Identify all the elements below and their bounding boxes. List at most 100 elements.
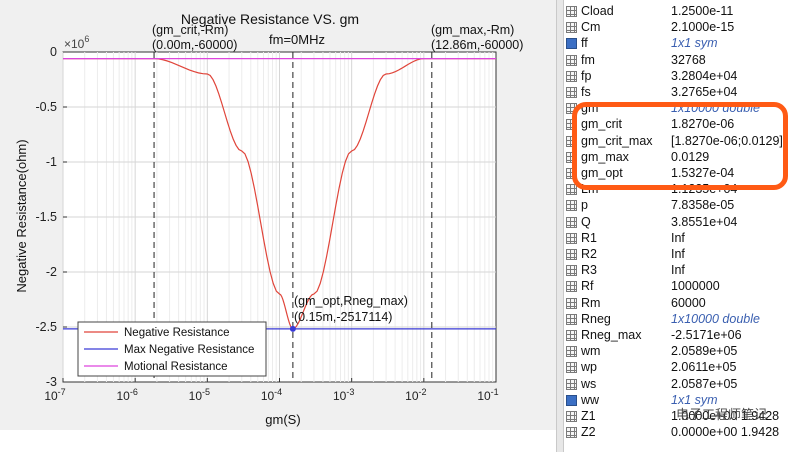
grid-icon: [566, 313, 577, 325]
y-tick-label: -1: [46, 155, 57, 169]
workspace-row-r3[interactable]: R3 Inf: [564, 263, 811, 279]
workspace-row-z1[interactable]: Z1 1.0000e+00 1.9428: [564, 409, 811, 425]
variable-value: 2.0611e+05: [671, 360, 737, 375]
variable-value: 7.8358e-05: [671, 198, 735, 213]
y-exponent-label: ×106: [64, 34, 89, 51]
x-tick-label: 10-2: [405, 387, 426, 403]
chart-title: Negative Resistance VS. gm: [181, 11, 359, 27]
annotation-gm-max-line1: (gm_max,-Rm): [431, 23, 514, 37]
variable-name: Z2: [581, 425, 596, 440]
variable-value: 2.1000e-15: [671, 20, 735, 35]
workspace-row-gm_opt[interactable]: gm_opt 1.5327e-04: [564, 166, 811, 182]
struct-icon: [566, 38, 577, 50]
variable-name: gm_opt: [581, 166, 623, 180]
grid-icon: [566, 427, 577, 439]
annotation-gm-max-line2: (12.86m,-60000): [431, 38, 523, 52]
variable-value: 2.0589e+05: [671, 344, 738, 359]
grid-icon: [566, 330, 577, 341]
variable-name: Q: [581, 214, 591, 229]
y-tick-label: -2.5: [35, 320, 57, 334]
workspace-row-wm[interactable]: wm 2.0589e+05: [564, 344, 811, 360]
variable-name: Cm: [581, 20, 601, 35]
variable-value: [1.8270e-06;0.0129]: [671, 133, 783, 148]
workspace-row-ww[interactable]: ww 1x1 sym: [564, 393, 811, 409]
variable-name: Rneg: [581, 311, 611, 326]
variable-name: p: [581, 198, 588, 213]
workspace-row-cload[interactable]: Cload 1.2500e-11: [564, 4, 811, 20]
workspace-row-fs[interactable]: fs 3.2765e+04: [564, 85, 811, 101]
variable-name: Rm: [581, 295, 601, 310]
workspace-row-p[interactable]: p 7.8358e-05: [564, 198, 811, 214]
variable-name: fs: [581, 85, 591, 99]
variable-value: 1000000: [671, 279, 720, 294]
x-tick-label: 10-5: [189, 387, 210, 403]
grid-icon: [566, 281, 577, 293]
y-tick-label: -3: [46, 375, 57, 389]
grid-icon: [566, 87, 577, 98]
x-tick-label: 10-7: [44, 387, 65, 403]
y-axis-label: Negative Resistance(ohm): [14, 139, 29, 292]
grid-icon: [566, 200, 577, 212]
variable-name: ff: [581, 36, 588, 51]
workspace-row-cm[interactable]: Cm 2.1000e-15: [564, 20, 811, 36]
variable-name: R1: [581, 230, 597, 245]
variable-name: gm_crit: [581, 117, 622, 132]
y-tick-label: -2: [46, 265, 57, 279]
workspace-row-rm[interactable]: Rm 60000: [564, 296, 811, 312]
variable-name: Rneg_max: [581, 328, 642, 342]
workspace-row-r1[interactable]: R1 Inf: [564, 231, 811, 247]
variable-name: ww: [581, 392, 600, 407]
workspace-row-rneg_max[interactable]: Rneg_max -2.5171e+06: [564, 328, 811, 344]
workspace-row-rneg[interactable]: Rneg 1x10000 double: [564, 312, 811, 328]
x-axis-label: gm(S): [265, 412, 300, 427]
workspace-panel[interactable]: Cload 1.2500e-11 Cm 2.1000e-15 ff 1x1 sym fm 32…: [564, 0, 811, 452]
marker-point-gm-opt: [289, 325, 296, 332]
workspace-row-r2[interactable]: R2 Inf: [564, 247, 811, 263]
grid-icon: [566, 411, 577, 422]
workspace-row-gm_max[interactable]: gm_max 0.0129: [564, 150, 811, 166]
y-exponent-power: 6: [84, 34, 89, 44]
grid-icon: [566, 346, 577, 358]
workspace-row-gm_crit_max[interactable]: gm_crit_max [1.8270e-06;0.0129]: [564, 134, 811, 150]
workspace-row-ff[interactable]: ff 1x1 sym: [564, 36, 811, 52]
workspace-row-q[interactable]: Q 3.8551e+04: [564, 215, 811, 231]
variable-name: wm: [581, 344, 601, 359]
legend: Negative Resistance Max Negative Resista…: [77, 321, 267, 377]
workspace-row-fp[interactable]: fp 3.2804e+04: [564, 69, 811, 85]
variable-value: -2.5171e+06: [671, 328, 742, 342]
grid-icon: [566, 232, 577, 244]
variable-name: ws: [581, 376, 597, 391]
variable-name: Z1: [581, 409, 596, 423]
variable-value: 0.0000e+00 1.9428: [671, 425, 780, 440]
variable-value: Inf: [671, 230, 685, 245]
workspace-row-ws[interactable]: ws 2.0587e+05: [564, 377, 811, 393]
workspace-row-lm[interactable]: Lm 1.1235e+04: [564, 182, 811, 198]
grid-icon: [566, 54, 577, 66]
chart-subtitle: fm=0MHz: [269, 32, 325, 47]
variable-value: 1.1235e+04: [671, 182, 738, 197]
workspace-row-fm[interactable]: fm 32768: [564, 53, 811, 69]
panel-splitter[interactable]: [556, 0, 564, 452]
grid-icon: [566, 362, 577, 374]
variable-value: 32768: [671, 52, 706, 67]
workspace-row-z2[interactable]: Z2 0.0000e+00 1.9428: [564, 425, 811, 441]
x-tick-label: 10-4: [261, 387, 282, 403]
variable-name: Lm: [581, 182, 599, 197]
workspace-row-gm_crit[interactable]: gm_crit 1.8270e-06: [564, 117, 811, 133]
variable-value: 1.0000e+00 1.9428: [671, 409, 780, 423]
annotation-gm-opt-line2: (0.15m,-2517114): [294, 310, 392, 324]
legend-label-negative-resistance: Negative Resistance: [124, 327, 229, 339]
y-tick-label: -0.5: [35, 100, 57, 114]
variable-name: gm: [581, 101, 599, 116]
workspace-row-wp[interactable]: wp 2.0611e+05: [564, 360, 811, 376]
workspace-row-gm[interactable]: gm 1x10000 double: [564, 101, 811, 117]
legend-label-max-negative-resistance: Max Negative Resistance: [124, 344, 254, 356]
y-exponent-base: ×10: [64, 37, 85, 51]
struct-icon: [566, 394, 577, 406]
variable-name: R3: [581, 263, 597, 278]
chart: 10-7 10-6 10-5 10-4 10-3 10-2 10-1 0 -0.5 -1 -1.5 -…: [14, 11, 523, 427]
workspace-row-rf[interactable]: Rf 1000000: [564, 279, 811, 295]
grid-icon: [566, 135, 577, 147]
grid-icon: [566, 378, 577, 390]
annotation-gm-crit-line2: (0.00m,-60000): [152, 38, 237, 52]
